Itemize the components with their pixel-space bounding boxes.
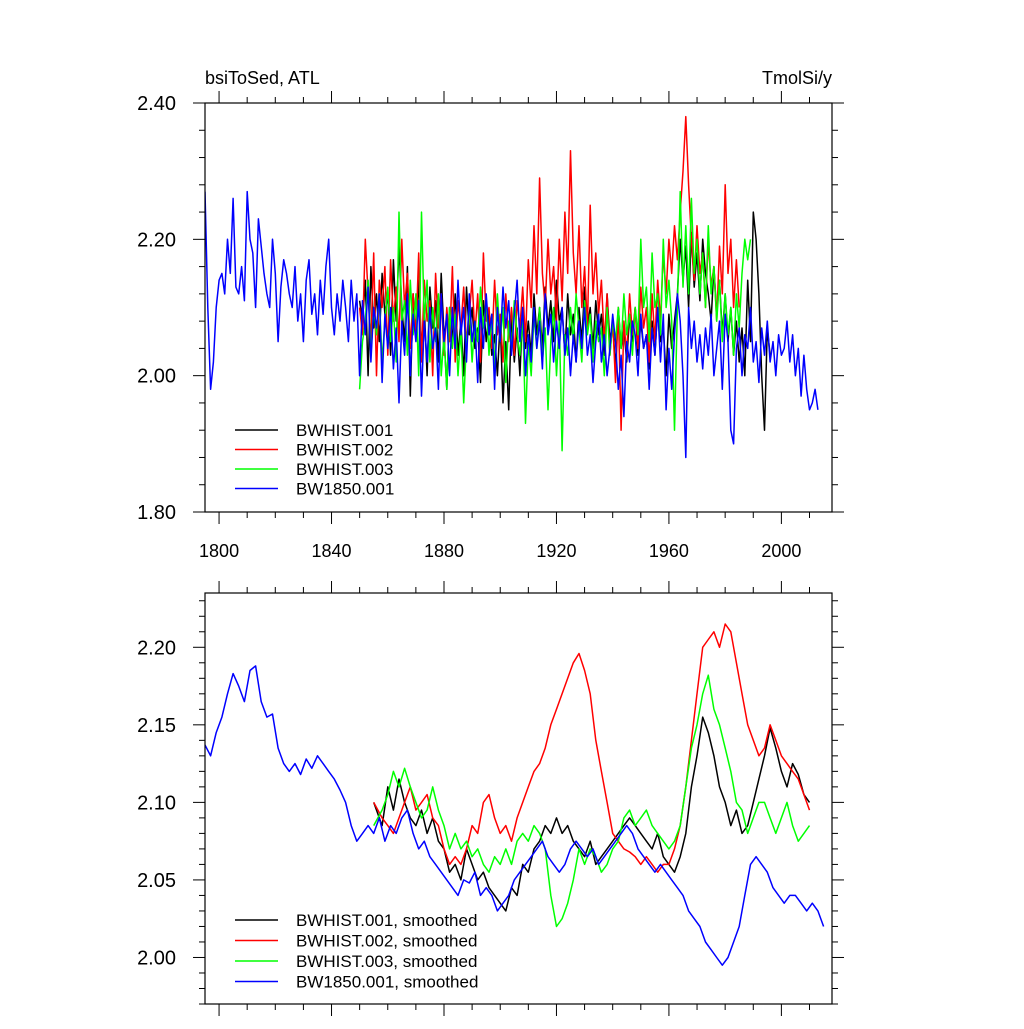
series-group	[205, 115, 819, 459]
legend-label-4: BW1850.001	[296, 480, 394, 499]
legend-label-3: BWHIST.003, smoothed	[296, 952, 477, 971]
y-tick-label: 2.40	[137, 93, 176, 115]
plot-frame	[204, 592, 833, 1005]
legend-label-1: BWHIST.001, smoothed	[296, 911, 477, 930]
x-tick-label: 2000	[761, 541, 801, 561]
legend-label-2: BWHIST.002	[296, 441, 393, 460]
y-tick-label: 2.05	[137, 870, 176, 892]
series-line-2	[373, 623, 811, 873]
legend-label-3: BWHIST.003	[296, 460, 393, 479]
x-tick-label: 1840	[312, 541, 352, 561]
panel-smoothed: 2.00 2.05 2.10 2.15 2.20 BWHIST.001, smoothed…	[137, 581, 844, 1016]
y-tick-label: 2.15	[137, 715, 176, 737]
legend-label-1: BWHIST.001	[296, 421, 393, 440]
chart-title: bsiToSed, ATL	[205, 68, 320, 88]
plot-frame	[204, 102, 833, 513]
y-tick-label: 2.00	[137, 366, 176, 388]
series-line-4	[205, 665, 825, 966]
y-tick-label: 1.80	[137, 502, 176, 524]
series-line-4	[205, 190, 819, 459]
panel-raw: bsiToSed, ATL TmolSi/y 1800 1840 1880 1920 196…	[137, 68, 844, 561]
y-tick-label: 2.20	[137, 229, 176, 251]
y-tick-label: 2.10	[137, 792, 176, 814]
tick-group	[193, 91, 844, 524]
x-tick-label: 1880	[424, 541, 464, 561]
series-line-2	[358, 115, 740, 431]
x-tick-label: 1800	[199, 541, 239, 561]
x-tick-label: 1920	[536, 541, 576, 561]
y-tick-label: 2.00	[137, 947, 176, 969]
legend-label-2: BWHIST.002, smoothed	[296, 932, 477, 951]
series-line-3	[373, 674, 811, 928]
y-tick-label: 2.20	[137, 637, 176, 659]
units-label: TmolSi/y	[762, 68, 832, 88]
tick-group	[193, 581, 844, 1016]
x-tick-label: 1960	[649, 541, 689, 561]
series-group	[205, 623, 825, 966]
legend-label-4: BW1850.001, smoothed	[296, 973, 478, 992]
